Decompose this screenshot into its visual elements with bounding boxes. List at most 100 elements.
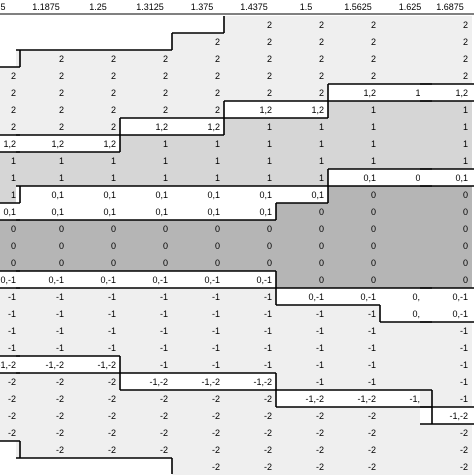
table-cell: 0 — [318, 241, 324, 251]
cell-shade — [420, 118, 472, 135]
cell-shade — [224, 186, 276, 203]
cell-shade — [0, 237, 20, 254]
cell-shade — [68, 356, 120, 373]
cell-shade — [328, 135, 380, 152]
cell-shade — [172, 16, 224, 33]
table-cell: 0 — [110, 224, 116, 234]
cell-shade — [120, 407, 172, 424]
cell-shade — [68, 458, 120, 475]
cell-shade — [420, 101, 472, 118]
cell-shade — [380, 237, 432, 254]
cell-shade — [16, 101, 68, 118]
cell-shade — [420, 356, 472, 373]
cell-shade — [420, 271, 472, 288]
table-cell: -2 — [367, 445, 376, 455]
table-cell: 1 — [10, 190, 16, 200]
table-cell: -2 — [107, 428, 116, 438]
table-cell: 0 — [10, 258, 16, 268]
table-cell: 0 — [462, 258, 468, 268]
cell-shade — [0, 33, 20, 50]
cell-shade — [224, 322, 276, 339]
cell-shade — [328, 322, 380, 339]
cell-shade — [224, 254, 276, 271]
table-cell: -1,-2 — [0, 360, 16, 370]
column-header: 1.625 — [398, 2, 422, 12]
table-cell: -2 — [107, 411, 116, 421]
table-cell: 1 — [214, 156, 220, 166]
table-cell: 2 — [110, 54, 116, 64]
cell-shade — [276, 356, 328, 373]
cell-shade — [16, 441, 68, 458]
cell-shade — [328, 50, 380, 67]
table-cell: 0 — [214, 241, 220, 251]
table-cell: -1 — [459, 326, 468, 336]
cell-shade — [172, 390, 224, 407]
cell-shade — [68, 33, 120, 50]
cell-shade — [120, 186, 172, 203]
table-cell: -1 — [211, 292, 220, 302]
cell-shade — [0, 390, 20, 407]
cell-shade — [68, 220, 120, 237]
table-cell: -1,-2 — [409, 394, 428, 404]
cell-shade — [120, 237, 172, 254]
table-cell: 0,1 — [207, 190, 220, 200]
table-cell: 2 — [162, 71, 168, 81]
cell-shade — [0, 339, 20, 356]
table-cell: 1 — [10, 173, 16, 183]
table-cell: 0 — [462, 224, 468, 234]
cell-shade — [276, 237, 328, 254]
table-cell: -1,-2 — [97, 360, 116, 370]
cell-shade — [68, 118, 120, 135]
table-cell: -2 — [55, 445, 64, 455]
cell-shade — [120, 254, 172, 271]
table-cell: -2 — [367, 462, 376, 472]
table-cell: 0,-1 — [204, 275, 220, 285]
table-cell: -1 — [107, 309, 116, 319]
cell-shade — [420, 33, 472, 50]
cell-shade — [380, 288, 432, 305]
table-cell: 2 — [370, 54, 376, 64]
cell-shade — [16, 458, 68, 475]
column-header: 1.5 — [299, 2, 313, 12]
table-cell: -1 — [211, 309, 220, 319]
column-header: 1.3125 — [136, 2, 164, 12]
table-cell: -2 — [159, 428, 168, 438]
table-cell: -2 — [55, 394, 64, 404]
table-cell: 1 — [58, 173, 64, 183]
table-cell: 2 — [110, 105, 116, 115]
cell-shade — [120, 152, 172, 169]
cell-shade — [224, 458, 276, 475]
cell-shade — [276, 407, 328, 424]
table-cell: 2 — [58, 122, 64, 132]
cell-shade — [16, 220, 68, 237]
cell-shade — [328, 169, 380, 186]
cell-shade — [120, 135, 172, 152]
cell-shade — [0, 254, 20, 271]
table-cell: 0 — [462, 275, 468, 285]
table-cell: 1,2 — [103, 139, 116, 149]
table-cell: -1 — [7, 309, 16, 319]
table-cell: 0 — [266, 224, 272, 234]
cell-shade — [224, 118, 276, 135]
cell-shade — [328, 458, 380, 475]
table-cell: 0 — [162, 241, 168, 251]
table-cell: 1 — [462, 156, 468, 166]
table-cell: -2 — [55, 411, 64, 421]
cell-shade — [120, 118, 172, 135]
cell-shade — [172, 441, 224, 458]
table-cell: 2 — [58, 105, 64, 115]
table-cell: -2 — [263, 462, 272, 472]
table-cell: 1,2 — [155, 122, 168, 132]
table-cell: 0,1 — [259, 207, 272, 217]
table-cell: 2 — [462, 54, 468, 64]
cell-shade — [420, 237, 472, 254]
cell-shade — [276, 50, 328, 67]
table-cell: 0,1 — [103, 207, 116, 217]
table-cell: 1,2 — [363, 88, 376, 98]
table-cell: 2 — [214, 37, 220, 47]
table-cell: 0 — [370, 275, 376, 285]
cell-shade — [380, 407, 432, 424]
table-cell: 2 — [162, 105, 168, 115]
cell-shade — [224, 407, 276, 424]
cell-shade — [172, 220, 224, 237]
